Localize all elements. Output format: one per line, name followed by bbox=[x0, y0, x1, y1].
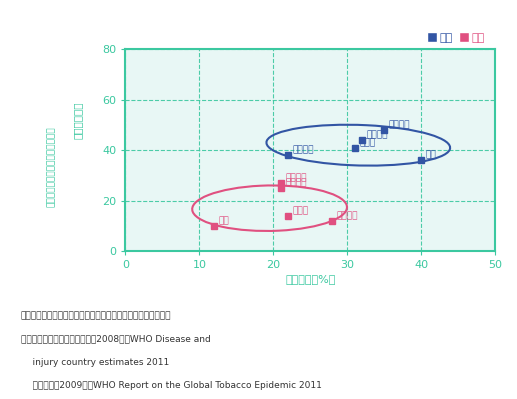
Text: フランス: フランス bbox=[337, 211, 358, 220]
Text: イギリス: イギリス bbox=[285, 178, 307, 188]
Text: 日本: 日本 bbox=[219, 216, 230, 225]
Text: 出典）肺がん年齢調整死亡率（2008）：WHO Disease and: 出典）肺がん年齢調整死亡率（2008）：WHO Disease and bbox=[21, 334, 210, 344]
Text: 肺がん死亡率: 肺がん死亡率 bbox=[72, 101, 82, 139]
Text: 注）肺がん死亡率は、肺がんの他、気管・気管支のがんを含む: 注）肺がん死亡率は、肺がんの他、気管・気管支のがんを含む bbox=[21, 311, 171, 320]
Text: イギリス: イギリス bbox=[293, 146, 314, 155]
Text: injury country estimates 2011: injury country estimates 2011 bbox=[21, 358, 169, 367]
Text: アメリカ: アメリカ bbox=[285, 174, 307, 182]
Text: 日本: 日本 bbox=[425, 151, 436, 160]
Text: ドイツ: ドイツ bbox=[293, 206, 309, 215]
Text: フランス: フランス bbox=[389, 120, 410, 130]
Text: 喫煙者率（2009）：WHO Report on the Global Tobacco Epidemic 2011: 喫煙者率（2009）：WHO Report on the Global Toba… bbox=[21, 381, 322, 390]
Text: アメリカ: アメリカ bbox=[367, 130, 388, 140]
Text: ドイツ: ドイツ bbox=[359, 138, 375, 147]
Legend: 男性, 女性: 男性, 女性 bbox=[423, 29, 490, 48]
X-axis label: 喫煙者率（%）: 喫煙者率（%） bbox=[285, 274, 336, 284]
Text: （人口十万人当たりの死亡者数）: （人口十万人当たりの死亡者数） bbox=[47, 126, 56, 207]
